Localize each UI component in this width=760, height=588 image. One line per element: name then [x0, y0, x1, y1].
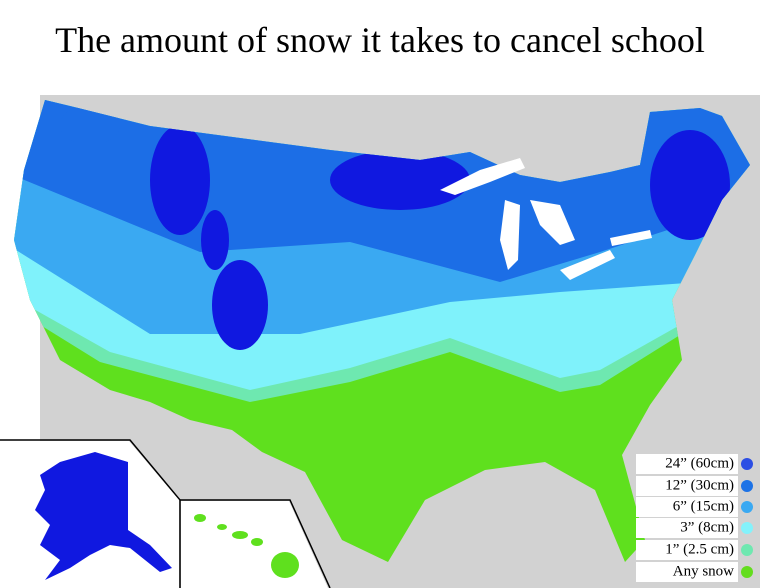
lake [560, 250, 615, 280]
legend-swatch [741, 544, 753, 556]
region-24in [150, 125, 210, 235]
legend-label: 3” (8cm) [680, 519, 734, 535]
alaska-inset-border [0, 439, 181, 588]
lake [440, 158, 525, 195]
island [232, 531, 248, 539]
hawaii-inset-border [180, 499, 331, 588]
region-24in [212, 260, 268, 350]
legend: 24” (60cm) 12” (30cm) 6” (15cm) 3” (8cm) 1” … [636, 454, 753, 582]
legend-label-bg [636, 562, 738, 582]
legend-label: 6” (15cm) [673, 498, 734, 514]
legend-label-bg [636, 540, 738, 560]
legend-label: 1” (2.5 cm) [665, 541, 734, 557]
hawaii [194, 514, 299, 578]
island [194, 514, 206, 522]
region-12in [60, 105, 120, 145]
legend-label-bg [636, 518, 738, 538]
island [217, 524, 227, 530]
region-24in [330, 150, 470, 210]
legend-swatch [741, 458, 753, 470]
great-lakes [440, 158, 652, 280]
alaska [35, 452, 172, 580]
region-24in [201, 210, 229, 270]
region-24in [650, 130, 730, 240]
legend-swatch [741, 480, 753, 492]
legend-label: 12” (30cm) [665, 477, 734, 493]
lake [610, 230, 652, 246]
legend-swatch [741, 522, 753, 534]
island [271, 552, 299, 578]
legend-label: Any snow [673, 563, 734, 579]
legend-label-bg [636, 476, 738, 496]
legend-label-bg [636, 497, 738, 517]
legend-label-bg [636, 454, 738, 474]
legend-label: 24” (60cm) [665, 455, 734, 471]
map-title: The amount of snow it takes to cancel sc… [55, 20, 705, 60]
legend-swatch [741, 566, 753, 578]
lake [500, 200, 520, 270]
lake [530, 200, 575, 245]
island [251, 538, 263, 546]
legend-swatch [741, 501, 753, 513]
